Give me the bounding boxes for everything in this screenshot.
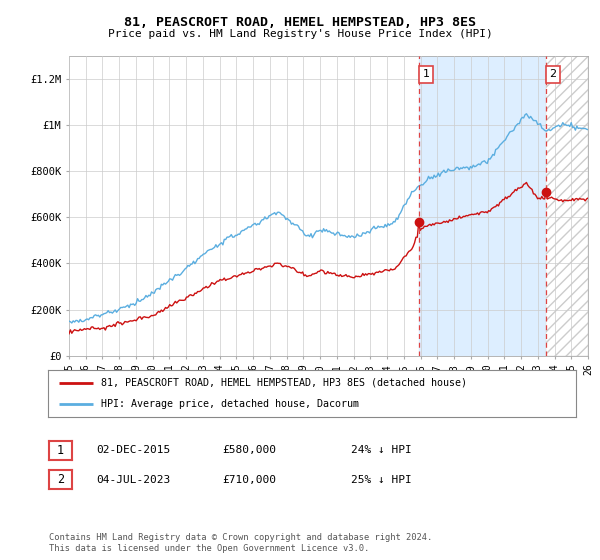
Text: £580,000: £580,000 — [222, 445, 276, 455]
Text: £710,000: £710,000 — [222, 475, 276, 485]
Text: 81, PEASCROFT ROAD, HEMEL HEMPSTEAD, HP3 8ES (detached house): 81, PEASCROFT ROAD, HEMEL HEMPSTEAD, HP3… — [101, 378, 467, 388]
Text: 1: 1 — [422, 69, 430, 80]
Text: 81, PEASCROFT ROAD, HEMEL HEMPSTEAD, HP3 8ES: 81, PEASCROFT ROAD, HEMEL HEMPSTEAD, HP3… — [124, 16, 476, 29]
Text: Price paid vs. HM Land Registry's House Price Index (HPI): Price paid vs. HM Land Registry's House … — [107, 29, 493, 39]
Text: 04-JUL-2023: 04-JUL-2023 — [96, 475, 170, 485]
Text: Contains HM Land Registry data © Crown copyright and database right 2024.
This d: Contains HM Land Registry data © Crown c… — [49, 533, 433, 553]
Text: 2: 2 — [57, 473, 64, 487]
Bar — [419, 56, 546, 356]
Text: 24% ↓ HPI: 24% ↓ HPI — [351, 445, 412, 455]
Bar — [546, 56, 588, 356]
Text: 1: 1 — [57, 444, 64, 457]
Text: 02-DEC-2015: 02-DEC-2015 — [96, 445, 170, 455]
Bar — [546, 56, 588, 356]
Text: HPI: Average price, detached house, Dacorum: HPI: Average price, detached house, Daco… — [101, 399, 359, 409]
Text: 2: 2 — [550, 69, 557, 80]
Text: 25% ↓ HPI: 25% ↓ HPI — [351, 475, 412, 485]
